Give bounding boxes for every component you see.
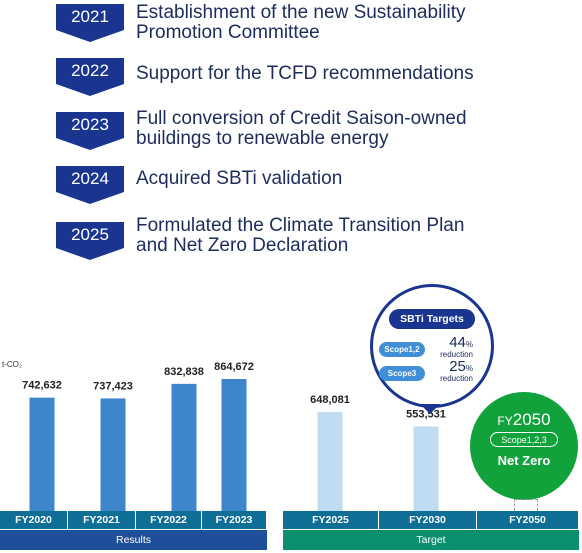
fy-year: 2050 [512,410,551,429]
timeline-text: Support for the TCFD recommendations [136,63,474,84]
group-band-target: Target [283,530,579,550]
reduction-note: reduction [440,374,473,383]
scope12-target: 44% reduction [429,334,473,359]
bar-fy2030 [413,426,439,511]
scope3-target: 25% reduction [429,358,473,383]
x-tick-fy2020: FY2020 [0,511,68,529]
year-label: 2024 [56,166,124,192]
percent-sign: % [465,364,473,373]
fy-prefix: FY [497,414,513,428]
value-label-fy2023: 864,672 [214,361,254,373]
value-label-fy2022: 832,838 [164,366,204,378]
net-zero-year: FY2050 [470,410,578,430]
timeline-text: Establishment of the new Sustainability … [136,2,466,43]
badge-pointer [420,404,440,414]
x-tick-fy2023: FY2023 [202,511,267,529]
reduction-note: reduction [440,350,473,359]
unit-label: t-CO₂ [2,360,22,369]
sbti-badge: SBTi Targets Scope1,2 44% reduction Scop… [370,284,494,408]
net-zero-scope: Scope1,2,3 [490,432,558,447]
scope3-pill: Scope3 [379,366,425,381]
fy2050-placeholder-bar [514,499,538,511]
scope12-pill: Scope1,2 [379,342,425,357]
x-tick-fy2021: FY2021 [68,511,136,529]
bar-fy2020 [29,397,55,511]
year-label: 2021 [56,4,124,30]
percent-sign: % [465,340,473,349]
scope3-value: 25 [449,358,466,375]
timeline-text: Full conversion of Credit Saison-owned b… [136,108,467,149]
value-label-fy2021: 737,423 [93,380,133,392]
bar-fy2021 [100,398,126,511]
value-label-fy2020: 742,632 [22,380,62,392]
value-label-fy2025: 648,081 [310,394,350,406]
year-label: 2022 [56,58,124,84]
bar-fy2023 [221,379,247,511]
year-label: 2025 [56,222,124,248]
year-label: 2023 [56,112,124,138]
x-tick-fy2025: FY2025 [283,511,379,529]
timeline-text: Acquired SBTi validation [136,168,343,189]
x-tick-fy2022: FY2022 [136,511,202,529]
x-tick-fy2050: FY2050 [477,511,579,529]
timeline-text: Formulated the Climate Transition Plan a… [136,215,465,256]
sbti-title: SBTi Targets [389,309,475,329]
scope12-value: 44 [449,334,466,351]
group-band-results: Results [0,530,267,550]
bar-fy2025 [317,412,343,511]
bar-fy2022 [171,383,197,511]
x-tick-fy2030: FY2030 [379,511,477,529]
net-zero-badge: FY2050 Scope1,2,3 Net Zero [470,392,578,500]
net-zero-label: Net Zero [497,453,551,468]
